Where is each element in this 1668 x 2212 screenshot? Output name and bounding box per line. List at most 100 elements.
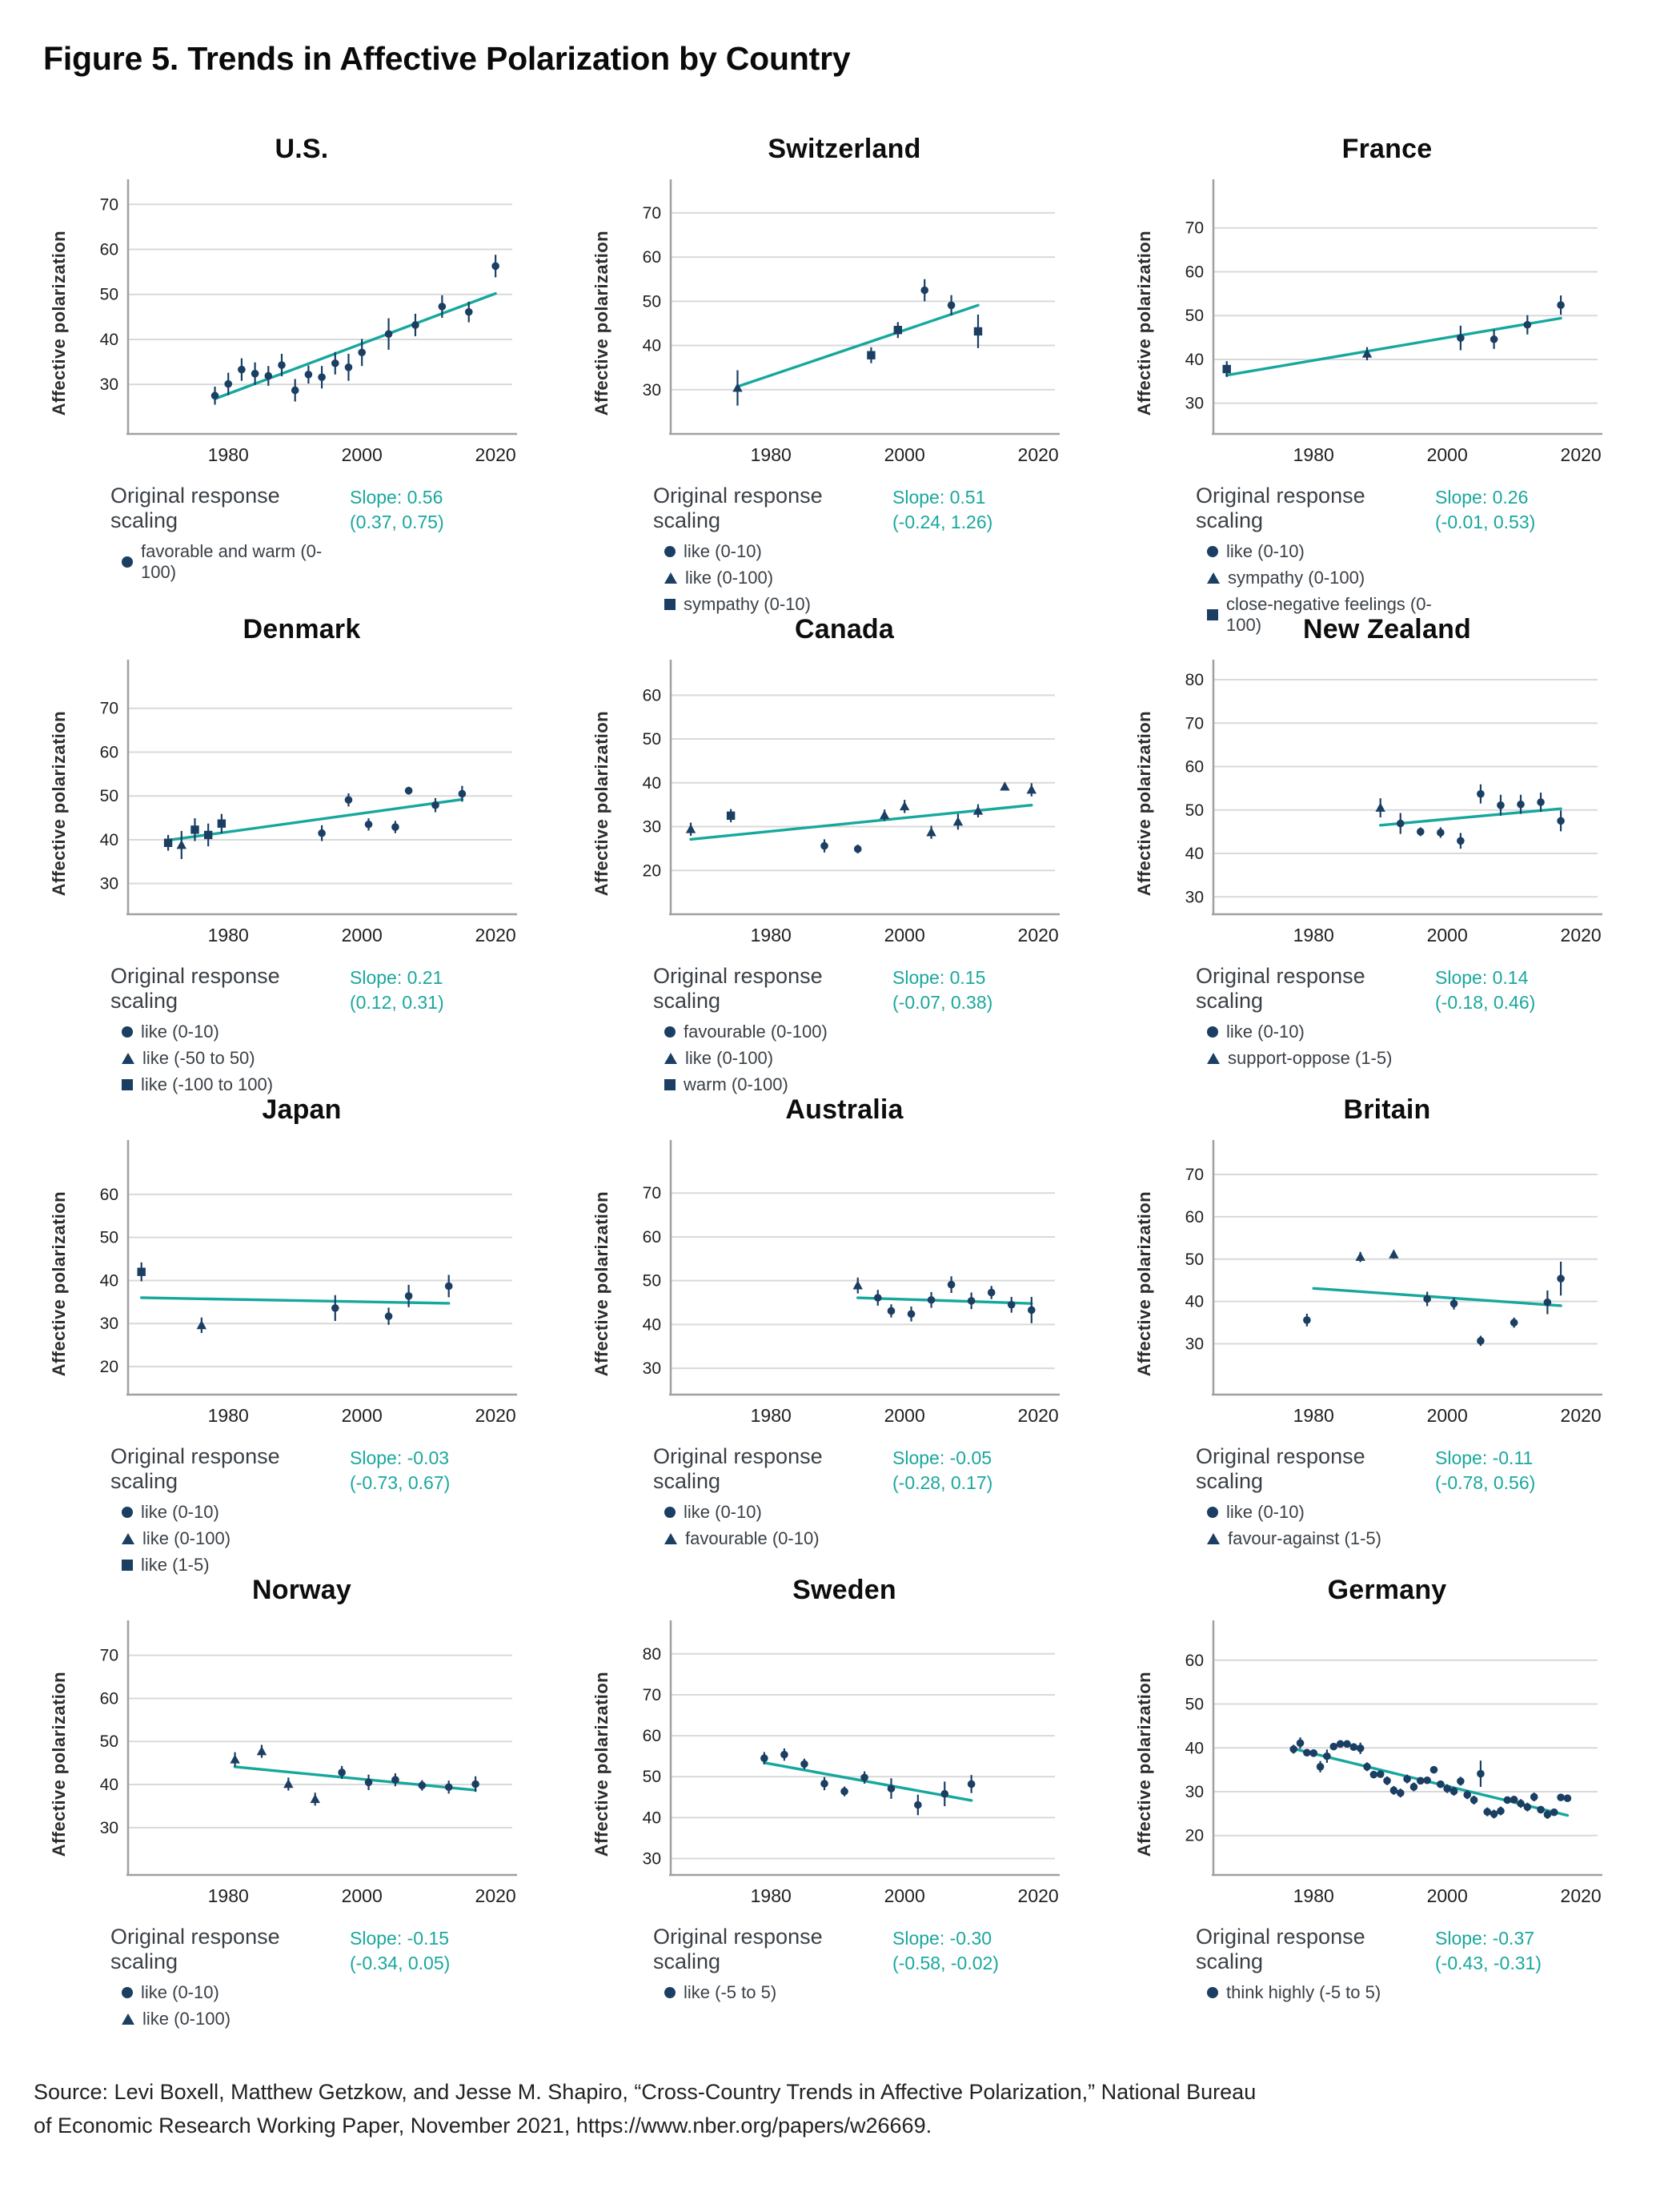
y-axis-label: Affective polarization	[584, 1617, 619, 1912]
data-point	[887, 1307, 896, 1315]
y-tick-label: 70	[643, 1184, 661, 1202]
legend-item: like (0-100)	[664, 1048, 892, 1069]
data-point	[384, 330, 393, 338]
legend: Original response scaling like (0-10) sym…	[1196, 484, 1435, 641]
y-axis-label-text: Affective polarization	[49, 711, 69, 897]
chart-footer: Original response scaling like (0-10) sym…	[1127, 471, 1623, 641]
data-point	[364, 1778, 373, 1787]
x-tick-label: 1980	[1293, 1885, 1334, 1906]
data-point	[1369, 1770, 1378, 1779]
data-point	[256, 1746, 267, 1756]
y-tick-label: 50	[1185, 801, 1204, 820]
data-point	[1537, 798, 1545, 806]
data-point	[840, 1787, 848, 1796]
data-point	[304, 370, 313, 379]
data-point	[973, 327, 983, 336]
circle-marker-icon	[1207, 1507, 1218, 1518]
y-axis-label-text: Affective polarization	[1134, 231, 1154, 416]
error-bars	[234, 1744, 477, 1806]
data-point	[879, 809, 890, 820]
x-axis-labels: 1980 2000 2020	[1293, 444, 1602, 465]
data-point	[1383, 1776, 1391, 1785]
slope-value: Slope: -0.30	[892, 1928, 992, 1949]
legend-item: think highly (-5 to 5)	[1207, 1982, 1435, 2003]
legend-item: like (0-10)	[122, 1502, 350, 1523]
data-point	[1449, 1299, 1458, 1308]
y-tick-label: 30	[643, 381, 661, 399]
data-point	[1470, 1796, 1478, 1805]
error-bars	[1225, 295, 1562, 377]
legend-title: Original response scaling	[653, 1444, 823, 1493]
data-point	[926, 827, 936, 837]
legend-item-label: favourable (0-10)	[685, 1528, 820, 1548]
data-point	[418, 1781, 427, 1789]
chart-norway: Norway Affective polarization 30 40 50 60 70…	[42, 1568, 538, 2039]
x-tick-label: 2020	[1561, 1405, 1602, 1426]
legend-items: like (0-10) like (0-100)	[110, 1982, 350, 2029]
legend: Original response scaling like (0-10) lik…	[110, 1925, 350, 2035]
chart-title: Canada	[794, 614, 895, 644]
y-tick-label: 40	[100, 1271, 118, 1290]
data-point	[318, 373, 326, 381]
slope-annotation: Slope: 0.51 (-0.24, 1.26)	[892, 484, 1057, 535]
y-gridlines: 30 40 50 60 70 80	[1185, 671, 1598, 906]
slope-value: Slope: -0.03	[350, 1447, 450, 1468]
data-point	[471, 1780, 479, 1788]
x-tick-label: 2020	[475, 444, 516, 465]
legend-items: like (0-10) favourable (0-10)	[653, 1502, 892, 1549]
triangle-marker-icon	[1207, 1533, 1220, 1544]
circle-marker-icon	[122, 556, 133, 568]
data-point	[1007, 1300, 1016, 1309]
slope-confidence-interval: (-0.28, 0.17)	[892, 1472, 993, 1494]
data-point	[820, 841, 828, 850]
y-axis-label-text: Affective polarization	[49, 1672, 69, 1857]
charts-grid: U.S. Affective polarization 30 40 50 60 70 19…	[42, 127, 1668, 2039]
legend-item: like (1-5)	[122, 1555, 350, 1576]
x-tick-label: 2020	[1018, 925, 1059, 945]
data-point	[1530, 1792, 1538, 1801]
data-points	[852, 1280, 1036, 1319]
x-tick-label: 2000	[342, 1405, 383, 1426]
legend-item: like (0-100)	[122, 1528, 350, 1549]
trend-line	[139, 1296, 451, 1305]
y-axis-label-text: Affective polarization	[1134, 711, 1154, 897]
data-point	[1457, 1777, 1465, 1785]
data-point	[1437, 1780, 1445, 1788]
legend-item-label: sympathy (0-10)	[684, 594, 811, 614]
legend-item: like (0-10)	[664, 541, 892, 562]
plot-canvas: 30 40 50 60 70 1980 2000 2020	[643, 179, 1060, 465]
x-axis-labels: 1980 2000 2020	[751, 1405, 1059, 1426]
trend-line	[856, 1296, 1033, 1305]
chart-footer: Original response scaling like (0-10) sup…	[1127, 951, 1623, 1074]
data-point	[893, 326, 903, 335]
y-axis-label: Affective polarization	[42, 176, 77, 471]
y-tick-label: 70	[100, 1647, 118, 1665]
y-tick-label: 50	[100, 1732, 118, 1751]
data-point	[404, 1292, 413, 1300]
triangle-marker-icon	[122, 1533, 134, 1544]
plot-canvas: 30 40 50 60 70 80 1980 2000 2020	[643, 1620, 1060, 1906]
x-tick-label: 2000	[342, 444, 383, 465]
slope-annotation: Slope: 0.26 (-0.01, 0.53)	[1435, 484, 1599, 535]
circle-marker-icon	[122, 1026, 133, 1038]
data-point	[230, 1754, 240, 1764]
data-point	[1557, 817, 1565, 825]
data-point	[1356, 1744, 1365, 1752]
legend: Original response scaling like (0-10) lik…	[110, 964, 350, 1101]
data-point	[952, 817, 964, 826]
data-point	[1376, 1770, 1385, 1778]
legend-item-label: support-oppose (1-5)	[1228, 1048, 1393, 1068]
chart-australia: Australia Affective polarization 30 40 50 6…	[584, 1088, 1081, 1559]
legend-item: sympathy (0-100)	[1207, 568, 1435, 588]
legend-items: like (0-10) sympathy (0-100) close-negativ…	[1196, 541, 1435, 636]
y-tick-label: 30	[643, 818, 661, 837]
y-tick-label: 30	[1185, 1783, 1204, 1801]
data-point	[1557, 301, 1565, 309]
y-gridlines: 30 40 50 60 70	[100, 1647, 512, 1837]
y-tick-label: 50	[643, 1272, 661, 1291]
circle-marker-icon	[122, 1987, 133, 1998]
data-point	[1557, 1793, 1565, 1801]
y-tick-label: 50	[1185, 307, 1204, 325]
data-point	[1517, 1799, 1525, 1808]
y-tick-label: 40	[643, 337, 661, 355]
